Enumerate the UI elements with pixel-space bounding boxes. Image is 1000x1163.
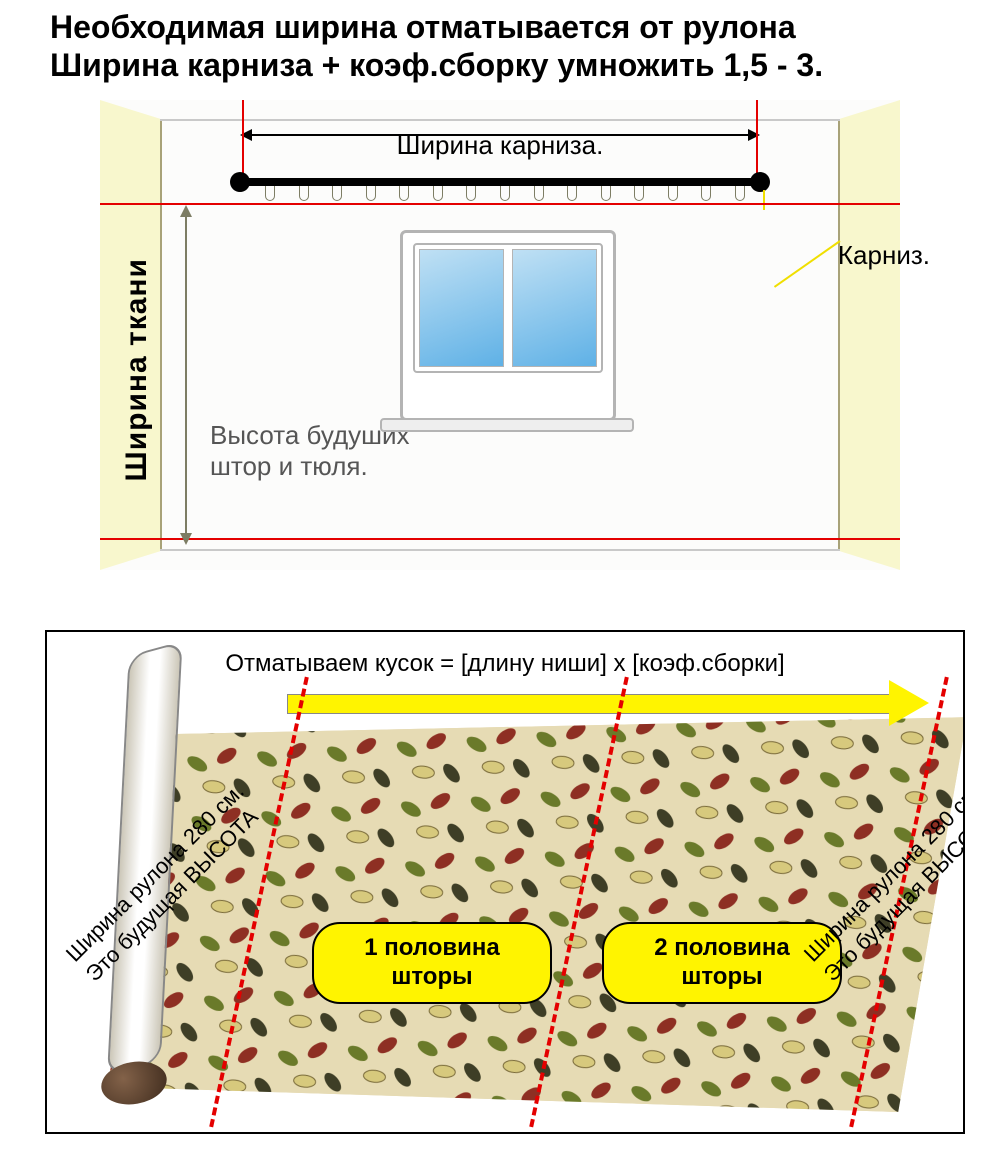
rod-hook (567, 186, 577, 201)
ceiling-line (160, 119, 840, 121)
rod-hook (735, 186, 745, 201)
wall-right (840, 100, 900, 570)
rod-hook (701, 186, 711, 201)
guide-line-bottom (100, 538, 900, 540)
cornice-rod (240, 178, 760, 186)
room-diagram: Ширина карниза. Карниз. Ширина ткани Выс… (100, 100, 900, 570)
cornice-callout-line (763, 190, 765, 210)
cornice-callout-line (774, 240, 841, 288)
window-pane (419, 249, 504, 367)
rod-hook (500, 186, 510, 201)
rod-hook (466, 186, 476, 201)
half-badge-1: 1 половина шторы (312, 922, 552, 1004)
curtain-height-dim (185, 215, 187, 535)
unroll-arrow-icon (287, 694, 893, 714)
rod-hook (668, 186, 678, 201)
guide-line-top (100, 203, 900, 205)
rod-hook (634, 186, 644, 201)
rod-end-left (230, 172, 250, 192)
rod-hook (399, 186, 409, 201)
fabric-sheet (107, 692, 965, 1112)
formula-label: Отматываем кусок = [длину ниши] х [коэф.… (47, 650, 963, 678)
rod-hook (265, 186, 275, 201)
rod-hook (534, 186, 544, 201)
page: Необходимая ширина отматывается от рулон… (0, 0, 1000, 1163)
wall-right-edge (838, 119, 840, 551)
unroll-arrow-icon (889, 680, 929, 726)
rod-hook (299, 186, 309, 201)
page-title: Необходимая ширина отматывается от рулон… (50, 8, 823, 85)
half-badge-2: 2 половина шторы (602, 922, 842, 1004)
floor-line (160, 549, 840, 551)
wall-left-edge (160, 119, 162, 551)
fabric-width-label: Ширина ткани (120, 258, 154, 481)
window-icon (400, 230, 616, 421)
window-frame (413, 243, 603, 373)
rod-end-right (750, 172, 770, 192)
fabric-roll-diagram: Отматываем кусок = [длину ниши] х [коэф.… (45, 630, 965, 1134)
rod-hook (366, 186, 376, 201)
rod-hook (332, 186, 342, 201)
cornice-width-label: Ширина карниза. (100, 130, 900, 161)
rod-hook (601, 186, 611, 201)
window-pane (512, 249, 597, 367)
cornice-callout-label: Карниз. (838, 240, 930, 271)
window-sill (380, 418, 634, 432)
rod-hook (433, 186, 443, 201)
